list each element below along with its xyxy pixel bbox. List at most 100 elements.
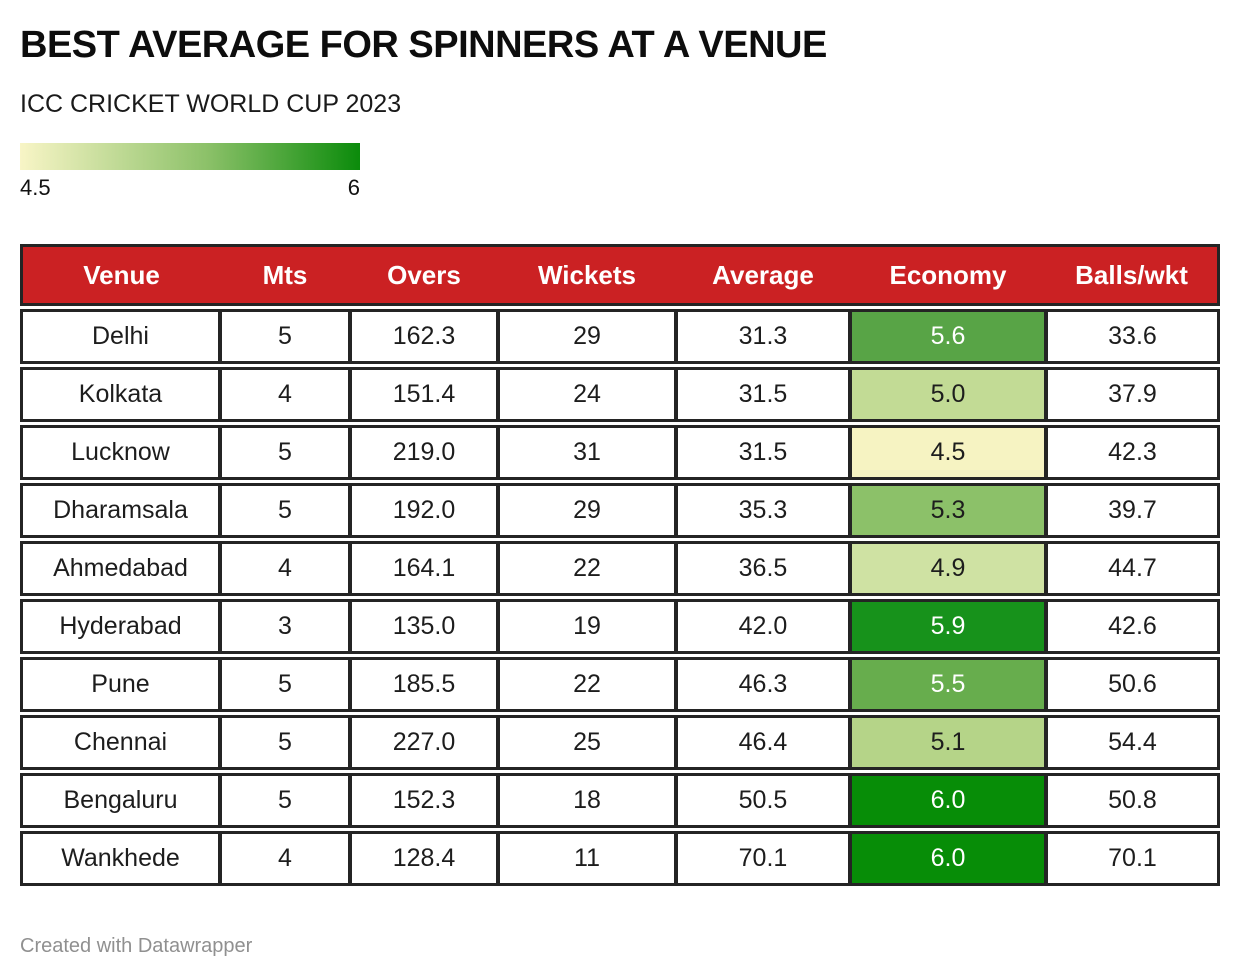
overs-cell: 151.4 [350, 366, 498, 422]
wickets-cell: 22 [498, 540, 676, 596]
mts-cell: 5 [220, 308, 350, 364]
data-table: Venue Mts Overs Wickets Average Economy … [20, 241, 1220, 889]
overs-cell: 128.4 [350, 830, 498, 886]
column-header-wickets: Wickets [498, 243, 676, 306]
overs-cell: 152.3 [350, 772, 498, 828]
table-row: Lucknow 5 219.0 31 31.5 4.5 42.3 [20, 424, 1220, 480]
venue-cell: Bengaluru [20, 772, 220, 828]
economy-cell: 5.0 [850, 366, 1046, 422]
table-row: Hyderabad 3 135.0 19 42.0 5.9 42.6 [20, 598, 1220, 654]
column-header-economy: Economy [850, 243, 1046, 306]
mts-cell: 4 [220, 540, 350, 596]
mts-cell: 5 [220, 656, 350, 712]
average-cell: 46.3 [676, 656, 850, 712]
mts-cell: 5 [220, 772, 350, 828]
economy-cell: 4.9 [850, 540, 1046, 596]
economy-cell: 6.0 [850, 830, 1046, 886]
economy-cell: 5.1 [850, 714, 1046, 770]
venue-cell: Hyderabad [20, 598, 220, 654]
average-cell: 36.5 [676, 540, 850, 596]
mts-cell: 5 [220, 482, 350, 538]
column-header-average: Average [676, 243, 850, 306]
column-header-mts: Mts [220, 243, 350, 306]
venue-cell: Delhi [20, 308, 220, 364]
table-body: Delhi 5 162.3 29 31.3 5.6 33.6 Kolkata 4… [20, 308, 1220, 886]
economy-cell: 5.9 [850, 598, 1046, 654]
table-row: Dharamsala 5 192.0 29 35.3 5.3 39.7 [20, 482, 1220, 538]
legend-max-label: 6 [347, 174, 360, 200]
color-legend: 4.5 6 [20, 142, 360, 201]
average-cell: 50.5 [676, 772, 850, 828]
mts-cell: 5 [220, 424, 350, 480]
mts-cell: 4 [220, 830, 350, 886]
header-row: Venue Mts Overs Wickets Average Economy … [20, 243, 1220, 306]
balls-wkt-cell: 44.7 [1046, 540, 1220, 596]
average-cell: 31.5 [676, 366, 850, 422]
table-header: Venue Mts Overs Wickets Average Economy … [20, 243, 1220, 306]
economy-cell: 5.6 [850, 308, 1046, 364]
table-row: Ahmedabad 4 164.1 22 36.5 4.9 44.7 [20, 540, 1220, 596]
wickets-cell: 24 [498, 366, 676, 422]
chart-title: BEST AVERAGE FOR SPINNERS AT A VENUE [20, 24, 827, 66]
table-row: Delhi 5 162.3 29 31.3 5.6 33.6 [20, 308, 1220, 364]
overs-cell: 164.1 [350, 540, 498, 596]
economy-cell: 6.0 [850, 772, 1046, 828]
venue-cell: Ahmedabad [20, 540, 220, 596]
legend-min-label: 4.5 [20, 174, 51, 200]
wickets-cell: 18 [498, 772, 676, 828]
overs-cell: 135.0 [350, 598, 498, 654]
average-cell: 46.4 [676, 714, 850, 770]
average-cell: 35.3 [676, 482, 850, 538]
venue-cell: Wankhede [20, 830, 220, 886]
wickets-cell: 31 [498, 424, 676, 480]
wickets-cell: 29 [498, 482, 676, 538]
chart-subtitle: ICC CRICKET WORLD CUP 2023 [20, 89, 402, 118]
wickets-cell: 29 [498, 308, 676, 364]
overs-cell: 185.5 [350, 656, 498, 712]
table-row: Chennai 5 227.0 25 46.4 5.1 54.4 [20, 714, 1220, 770]
balls-wkt-cell: 50.8 [1046, 772, 1220, 828]
venue-cell: Pune [20, 656, 220, 712]
economy-cell: 5.3 [850, 482, 1046, 538]
venue-cell: Chennai [20, 714, 220, 770]
balls-wkt-cell: 37.9 [1046, 366, 1220, 422]
mts-cell: 4 [220, 366, 350, 422]
table-row: Wankhede 4 128.4 11 70.1 6.0 70.1 [20, 830, 1220, 886]
balls-wkt-cell: 39.7 [1046, 482, 1220, 538]
overs-cell: 162.3 [350, 308, 498, 364]
wickets-cell: 11 [498, 830, 676, 886]
legend-labels: 4.5 6 [20, 175, 360, 201]
wickets-cell: 19 [498, 598, 676, 654]
legend-gradient-bar [20, 142, 360, 170]
column-header-balls-wkt: Balls/wkt [1046, 243, 1220, 306]
economy-cell: 4.5 [850, 424, 1046, 480]
table-row: Kolkata 4 151.4 24 31.5 5.0 37.9 [20, 366, 1220, 422]
average-cell: 70.1 [676, 830, 850, 886]
wickets-cell: 25 [498, 714, 676, 770]
balls-wkt-cell: 54.4 [1046, 714, 1220, 770]
average-cell: 31.3 [676, 308, 850, 364]
average-cell: 31.5 [676, 424, 850, 480]
mts-cell: 3 [220, 598, 350, 654]
balls-wkt-cell: 70.1 [1046, 830, 1220, 886]
balls-wkt-cell: 42.6 [1046, 598, 1220, 654]
overs-cell: 219.0 [350, 424, 498, 480]
overs-cell: 192.0 [350, 482, 498, 538]
column-header-overs: Overs [350, 243, 498, 306]
venue-cell: Lucknow [20, 424, 220, 480]
credit-line: Created with Datawrapper [20, 934, 253, 957]
column-header-venue: Venue [20, 243, 220, 306]
mts-cell: 5 [220, 714, 350, 770]
average-cell: 42.0 [676, 598, 850, 654]
balls-wkt-cell: 50.6 [1046, 656, 1220, 712]
table-row: Bengaluru 5 152.3 18 50.5 6.0 50.8 [20, 772, 1220, 828]
economy-cell: 5.5 [850, 656, 1046, 712]
table-row: Pune 5 185.5 22 46.3 5.5 50.6 [20, 656, 1220, 712]
balls-wkt-cell: 33.6 [1046, 308, 1220, 364]
wickets-cell: 22 [498, 656, 676, 712]
overs-cell: 227.0 [350, 714, 498, 770]
balls-wkt-cell: 42.3 [1046, 424, 1220, 480]
venue-cell: Kolkata [20, 366, 220, 422]
venue-cell: Dharamsala [20, 482, 220, 538]
